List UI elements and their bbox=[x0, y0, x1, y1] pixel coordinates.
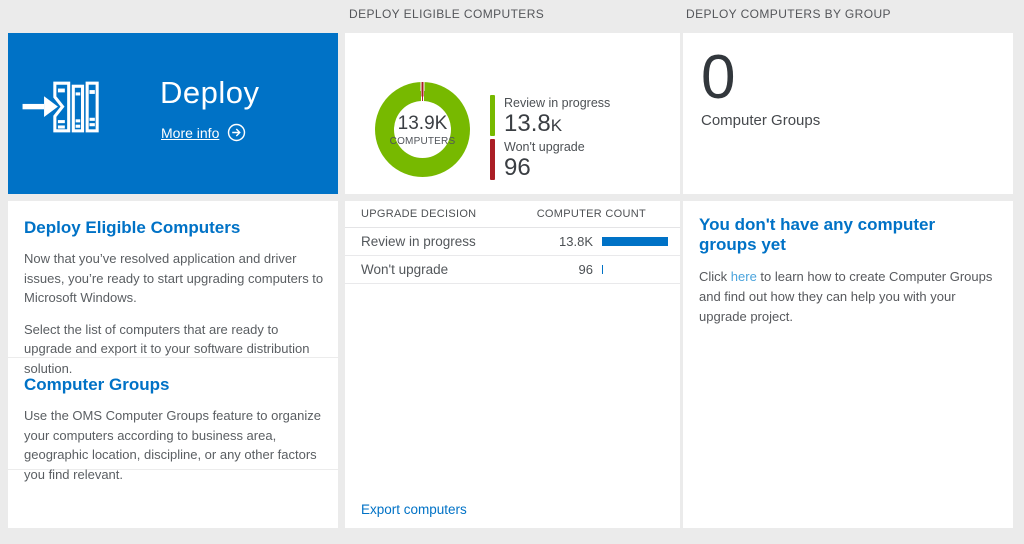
computer-groups-count-card[interactable]: 0 Computer Groups bbox=[683, 33, 1013, 194]
legend-chip-red bbox=[490, 139, 495, 181]
deploy-tile[interactable]: Deploy More info bbox=[8, 33, 338, 194]
row-value: 13.8K bbox=[559, 234, 593, 249]
count-bar bbox=[602, 237, 668, 246]
upgrade-decision-table-card: UPGRADE DECISION COMPUTER COUNT Review i… bbox=[345, 201, 680, 528]
donut-total-value: 13.9K bbox=[397, 112, 448, 134]
deploy-eligible-computers-section: Deploy Eligible Computers Now that you’v… bbox=[8, 201, 338, 376]
legend-label: Won't upgrade bbox=[504, 140, 585, 155]
legend-item-wont-upgrade: Won't upgrade 96 bbox=[490, 139, 610, 182]
computer-groups-count-label: Computer Groups bbox=[701, 112, 821, 130]
deploy-eligible-computers-card[interactable]: 13.9K COMPUTERS Review in progress 13.8K… bbox=[345, 33, 680, 194]
table-header-row: UPGRADE DECISION COMPUTER COUNT bbox=[345, 201, 680, 228]
table-row[interactable]: Review in progress 13.8K bbox=[345, 228, 680, 256]
table-row[interactable]: Won't upgrade 96 bbox=[345, 256, 680, 284]
row-value: 96 bbox=[578, 262, 593, 277]
bar-track bbox=[602, 265, 668, 274]
legend-item-review-in-progress: Review in progress 13.8K bbox=[490, 95, 611, 137]
more-info-link[interactable]: More info bbox=[161, 124, 220, 141]
section-heading: Deploy Eligible Computers bbox=[24, 218, 241, 237]
count-bar bbox=[602, 265, 604, 274]
no-computer-groups-card: You don't have any computer groups yet C… bbox=[683, 201, 1013, 528]
section-header-deploy-computers-by-group: DEPLOY COMPUTERS BY GROUP bbox=[686, 7, 891, 21]
donut-legend: Review in progress 13.8K Won't upgrade 9… bbox=[490, 95, 610, 183]
column-header-computer-count: COMPUTER COUNT bbox=[536, 208, 646, 220]
section-paragraph: Select the list of computers that are re… bbox=[24, 321, 310, 376]
section-paragraph: Now that you’ve resolved application and… bbox=[24, 251, 324, 305]
export-computers-link[interactable]: Export computers bbox=[361, 502, 467, 517]
section-paragraph: Use the OMS Computer Groups feature to o… bbox=[24, 408, 321, 482]
donut-center: 13.9K COMPUTERS bbox=[390, 101, 455, 158]
section-heading: Computer Groups bbox=[24, 375, 170, 394]
column-header-upgrade-decision: UPGRADE DECISION bbox=[361, 208, 477, 220]
legend-label: Review in progress bbox=[504, 96, 611, 110]
empty-state-heading: You don't have any computer groups yet bbox=[699, 215, 936, 254]
bar-track bbox=[602, 237, 668, 246]
legend-value: 96 bbox=[504, 154, 531, 182]
computer-groups-section: Computer Groups Use the OMS Computer Gro… bbox=[8, 358, 338, 482]
empty-state-text: Click here to learn how to create Comput… bbox=[699, 269, 993, 325]
here-link[interactable]: here bbox=[730, 269, 757, 284]
legend-value: 13.8K bbox=[504, 110, 563, 137]
tile-title: Deploy bbox=[160, 75, 260, 110]
computer-groups-count: 0 bbox=[701, 43, 736, 112]
deploy-info-card: Deploy Eligible Computers Now that you’v… bbox=[8, 201, 338, 528]
row-label: Review in progress bbox=[361, 234, 476, 249]
section-header-deploy-eligible-computers: DEPLOY ELIGIBLE COMPUTERS bbox=[349, 7, 545, 21]
row-label: Won't upgrade bbox=[361, 262, 449, 277]
donut-total-label: COMPUTERS bbox=[389, 135, 456, 147]
legend-chip-green bbox=[490, 95, 495, 137]
donut-chart[interactable]: 13.9K COMPUTERS bbox=[375, 82, 470, 177]
arrow-circle-icon bbox=[227, 123, 246, 142]
deploy-icon bbox=[22, 77, 100, 142]
